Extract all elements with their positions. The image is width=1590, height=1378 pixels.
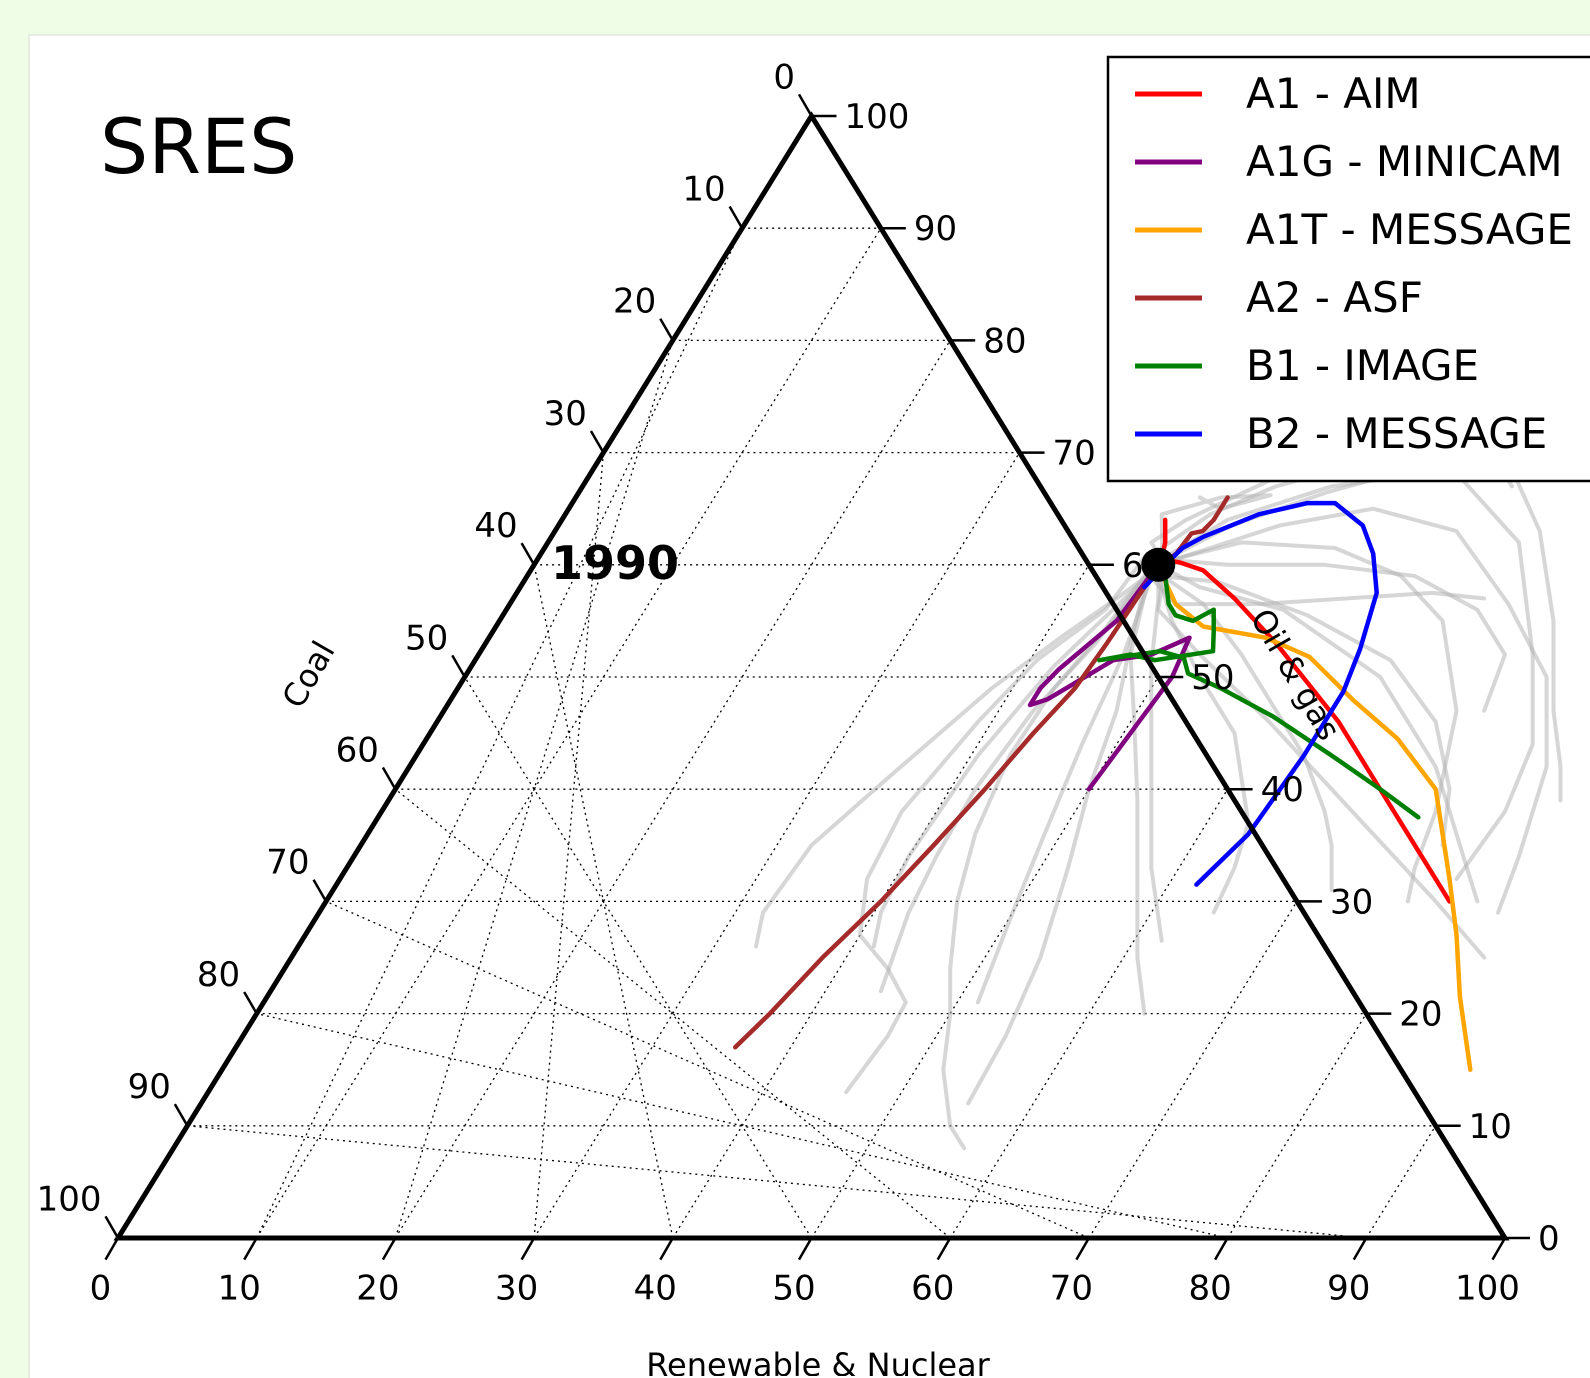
- background-scenario-line: [881, 576, 1147, 991]
- tick-label-bottom: 80: [1188, 1269, 1231, 1309]
- tick-label-left: 30: [544, 394, 587, 434]
- tick-left: [314, 880, 327, 902]
- tick-bottom: [383, 1238, 396, 1260]
- tick-bottom: [938, 1238, 951, 1260]
- tick-label-right: 80: [983, 321, 1026, 361]
- tick-label-bottom: 50: [772, 1269, 815, 1309]
- legend-label: A1T - MESSAGE: [1246, 205, 1573, 254]
- background-scenario-line: [978, 585, 1149, 1002]
- tick-label-left: 70: [266, 843, 309, 883]
- tick-left: [660, 319, 673, 341]
- tick-label-right: 0: [1538, 1219, 1560, 1259]
- gridline-coal: [326, 901, 1089, 1238]
- tick-label-right: 100: [845, 97, 910, 137]
- tick-label-bottom: 10: [218, 1269, 261, 1309]
- gridline-coal: [257, 228, 742, 1238]
- gridline-coal: [187, 1126, 1366, 1238]
- tick-bottom: [799, 1238, 812, 1260]
- chart-title: SRES: [100, 102, 297, 191]
- tick-left: [591, 431, 604, 453]
- tick-bottom: [106, 1238, 119, 1260]
- tick-label-left: 50: [405, 618, 448, 658]
- tick-label-bottom: 100: [1455, 1269, 1520, 1309]
- tick-label-left: 10: [682, 170, 725, 210]
- tick-bottom: [1493, 1238, 1506, 1260]
- tick-label-right: 70: [1053, 434, 1096, 474]
- tick-label-left: 90: [128, 1067, 171, 1107]
- tick-left: [175, 1104, 188, 1126]
- tick-label-right: 50: [1191, 658, 1234, 698]
- gridline-renewable: [950, 789, 1227, 1238]
- background-scenario-line: [1151, 565, 1161, 941]
- tick-label-bottom: 0: [90, 1269, 112, 1309]
- gridline-renewable: [1089, 901, 1297, 1238]
- tick-label-right: 20: [1399, 995, 1442, 1035]
- tick-label-bottom: 40: [634, 1269, 677, 1309]
- tick-left: [522, 543, 535, 565]
- tick-label-right: 30: [1330, 882, 1373, 922]
- tick-label-right: 40: [1261, 770, 1304, 810]
- tick-label-bottom: 60: [911, 1269, 954, 1309]
- legend-label: A1G - MINICAM: [1246, 137, 1563, 186]
- axis-label-left: Coal: [274, 635, 342, 715]
- tick-bottom: [660, 1238, 673, 1260]
- legend-label: A1 - AIM: [1246, 69, 1421, 118]
- background-scenarios: [756, 419, 1561, 1148]
- tick-label-right: 90: [914, 209, 957, 249]
- tick-label-left: 60: [336, 731, 379, 771]
- tick-bottom: [1076, 1238, 1089, 1260]
- tick-bottom: [522, 1238, 535, 1260]
- legend-label: A2 - ASF: [1246, 273, 1423, 322]
- tick-label-bottom: 70: [1050, 1269, 1093, 1309]
- marker-layer: [1141, 548, 1175, 582]
- tick-label-left: 100: [37, 1179, 102, 1219]
- tick-bottom: [1354, 1238, 1367, 1260]
- tick-left: [730, 207, 743, 229]
- legend: A1 - AIM A1G - MINICAM A1T - MESSAGE A2 - A…: [1108, 57, 1590, 481]
- gridline-coal: [395, 789, 950, 1238]
- start-point-marker: [1141, 548, 1175, 582]
- tick-label-bottom: 20: [356, 1269, 399, 1309]
- tick-bottom: [244, 1238, 257, 1260]
- tick-label-bottom: 30: [495, 1269, 538, 1309]
- tick-left: [383, 768, 396, 790]
- tick-bottom: [1215, 1238, 1228, 1260]
- tick-label-left: 40: [474, 506, 517, 546]
- tick-label-right: 10: [1469, 1107, 1512, 1147]
- gridline-renewable: [1366, 1126, 1435, 1238]
- tick-label-bottom: 90: [1327, 1269, 1370, 1309]
- tick-left: [799, 94, 812, 116]
- tick-left: [106, 1216, 119, 1238]
- tick-label-left: 0: [773, 57, 795, 97]
- legend-label: B2 - MESSAGE: [1246, 409, 1547, 458]
- tick-left: [452, 655, 465, 677]
- tick-label-left: 80: [197, 955, 240, 995]
- gridline-coal: [465, 677, 812, 1238]
- start-point-label: 1990: [551, 536, 679, 590]
- axis-label-bottom: Renewable & Nuclear: [646, 1346, 990, 1376]
- tick-left: [244, 992, 257, 1014]
- legend-label: B1 - IMAGE: [1246, 341, 1479, 390]
- tick-label-left: 20: [613, 282, 656, 322]
- axis-label-right: Oil & gas: [1243, 602, 1348, 746]
